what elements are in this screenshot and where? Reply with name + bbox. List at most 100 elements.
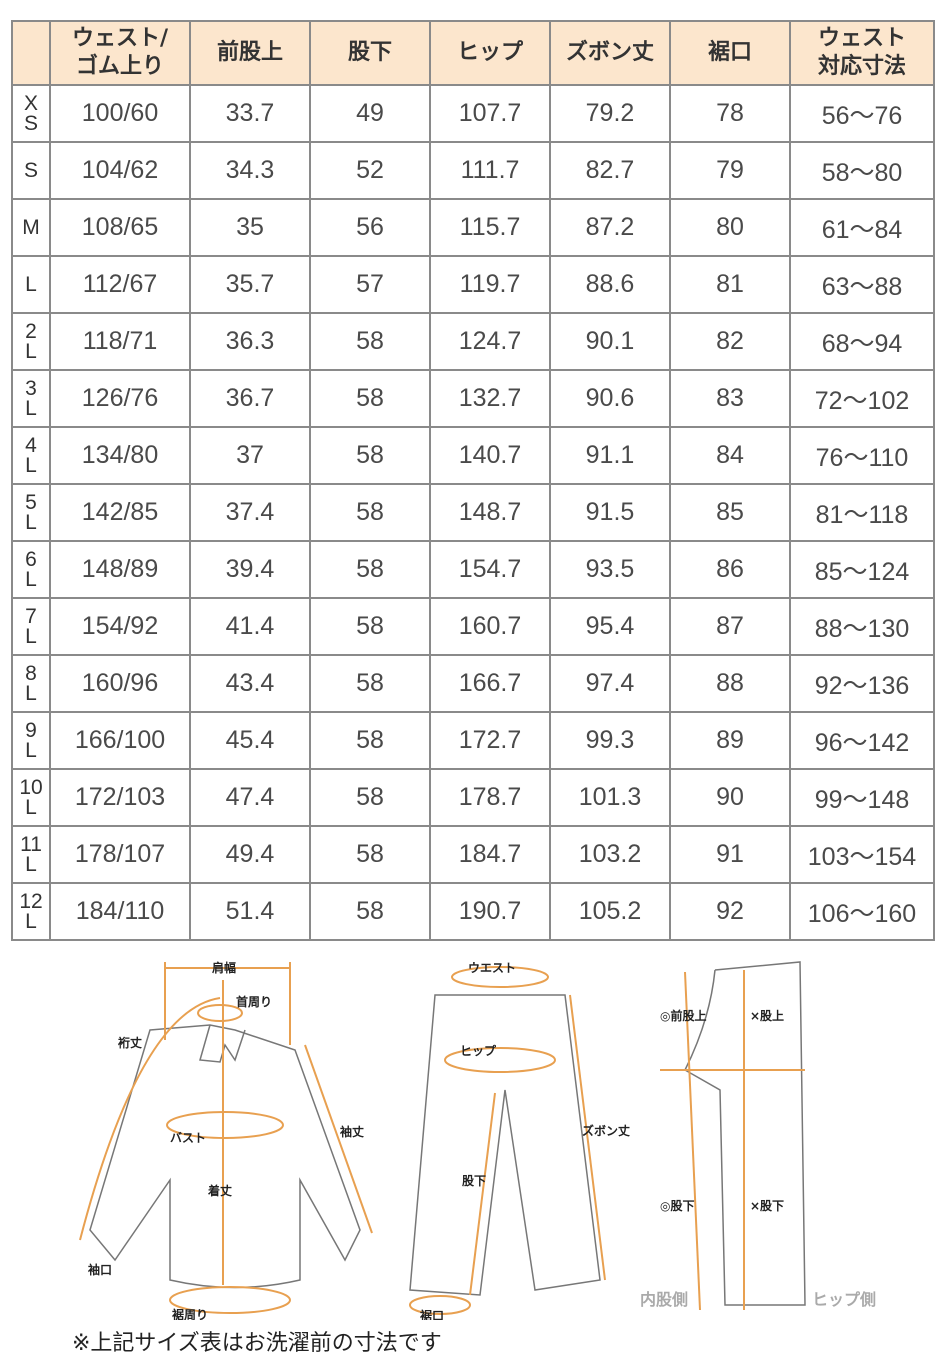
value-cell: 58 (309, 540, 431, 599)
value-cell: 154/92 (49, 597, 191, 656)
label-inseam-b: ×股下 (750, 1198, 784, 1213)
label-pants-length: ズボン丈 (582, 1123, 630, 1138)
table-row: S 104/62 34.3 52 111.7 82.7 79 58～80 (11, 141, 935, 200)
value-cell: 81～118 (789, 483, 935, 542)
value-cell: 80 (669, 198, 791, 257)
value-cell: 95.4 (549, 597, 671, 656)
value-cell: 115.7 (429, 198, 551, 257)
size-cell: S (11, 141, 51, 200)
value-cell: 90.6 (549, 369, 671, 428)
label-shoulder: 肩幅 (212, 960, 236, 975)
value-cell: 35.7 (189, 255, 311, 314)
value-cell: 100/60 (49, 84, 191, 143)
label-sleeve-full: 裄丈 (117, 1035, 142, 1050)
value-cell: 79.2 (549, 84, 671, 143)
value-cell: 88～130 (789, 597, 935, 656)
size-cell: L (11, 255, 51, 314)
table-row: 7 L 154/92 41.4 58 160.7 95.4 87 88～130 (11, 597, 935, 656)
value-cell: 166.7 (429, 654, 551, 713)
value-cell: 132.7 (429, 369, 551, 428)
value-cell: 160.7 (429, 597, 551, 656)
value-cell: 126/76 (49, 369, 191, 428)
footnote: ※上記サイズ表はお洗濯前の寸法です (72, 1331, 442, 1356)
value-cell: 91.5 (549, 483, 671, 542)
value-cell: 84 (669, 426, 791, 485)
value-cell: 47.4 (189, 768, 311, 827)
value-cell: 154.7 (429, 540, 551, 599)
value-cell: 184.7 (429, 825, 551, 884)
shirt-drawing (89, 1024, 361, 1289)
size-cell: 12 L (11, 882, 51, 941)
label-bust: バスト (170, 1131, 206, 1145)
value-cell: 90 (669, 768, 791, 827)
size-cell: 10 L (11, 768, 51, 827)
label-length: 着丈 (207, 1183, 232, 1198)
value-cell: 89 (669, 711, 791, 770)
value-cell: 107.7 (429, 84, 551, 143)
value-cell: 61～84 (789, 198, 935, 257)
value-cell: 92 (669, 882, 791, 941)
value-cell: 91.1 (549, 426, 671, 485)
column-header: 股下 (309, 20, 431, 86)
value-cell: 87.2 (549, 198, 671, 257)
value-cell: 101.3 (549, 768, 671, 827)
value-cell: 166/100 (49, 711, 191, 770)
value-cell: 58 (309, 426, 431, 485)
value-cell: 82 (669, 312, 791, 371)
value-cell: 72～102 (789, 369, 935, 428)
value-cell: 111.7 (429, 141, 551, 200)
column-header: 裾口 (669, 20, 791, 86)
value-cell: 43.4 (189, 654, 311, 713)
value-cell: 58 (309, 312, 431, 371)
label-inner: 内股側 (640, 1290, 688, 1309)
value-cell: 58 (309, 768, 431, 827)
label-inseam-a: ◎股下 (660, 1198, 694, 1213)
value-cell: 88.6 (549, 255, 671, 314)
table-row: 11 L 178/107 49.4 58 184.7 103.2 91 103～154 (11, 825, 935, 884)
value-cell: 82.7 (549, 141, 671, 200)
size-cell: 8 L (11, 654, 51, 713)
value-cell: 99～148 (789, 768, 935, 827)
value-cell: 58 (309, 711, 431, 770)
value-cell: 58 (309, 654, 431, 713)
value-cell: 81 (669, 255, 791, 314)
table-row: 8 L 160/96 43.4 58 166.7 97.4 88 92～136 (11, 654, 935, 713)
table-row: X S 100/60 33.7 49 107.7 79.2 78 56～76 (11, 84, 935, 143)
value-cell: 49 (309, 84, 431, 143)
value-cell: 76～110 (789, 426, 935, 485)
value-cell: 105.2 (549, 882, 671, 941)
value-cell: 142/85 (49, 483, 191, 542)
value-cell: 103.2 (549, 825, 671, 884)
value-cell: 52 (309, 141, 431, 200)
value-cell: 97.4 (549, 654, 671, 713)
label-sleeve: 袖丈 (340, 1124, 364, 1139)
value-cell: 190.7 (429, 882, 551, 941)
value-cell: 172/103 (49, 768, 191, 827)
table-row: M 108/65 35 56 115.7 87.2 80 61～84 (11, 198, 935, 257)
label-waist: ウエスト (468, 961, 516, 975)
size-table: ウェスト/ ゴム上り 前股上 股下 ヒップ ズボン丈 裾口 ウェスト 対応寸法 X S 100… (11, 20, 935, 941)
value-cell: 57 (309, 255, 431, 314)
column-header: ヒップ (429, 20, 551, 86)
value-cell: 96～142 (789, 711, 935, 770)
value-cell: 90.1 (549, 312, 671, 371)
size-cell: 7 L (11, 597, 51, 656)
column-header: ズボン丈 (549, 20, 671, 86)
header-row: ウェスト/ ゴム上り 前股上 股下 ヒップ ズボン丈 裾口 ウェスト 対応寸法 (11, 20, 935, 86)
value-cell: 37.4 (189, 483, 311, 542)
value-cell: 140.7 (429, 426, 551, 485)
column-header: 前股上 (189, 20, 311, 86)
value-cell: 83 (669, 369, 791, 428)
column-header: ウェスト/ ゴム上り (49, 20, 191, 86)
value-cell: 56～76 (789, 84, 935, 143)
size-cell: 3 L (11, 369, 51, 428)
label-hem: 裾周り (172, 1307, 208, 1320)
value-cell: 56 (309, 198, 431, 257)
value-cell: 184/110 (49, 882, 191, 941)
value-cell: 124.7 (429, 312, 551, 371)
value-cell: 118/71 (49, 312, 191, 371)
value-cell: 106～160 (789, 882, 935, 941)
label-neck: 首周り (236, 994, 272, 1009)
value-cell: 33.7 (189, 84, 311, 143)
value-cell: 85～124 (789, 540, 935, 599)
